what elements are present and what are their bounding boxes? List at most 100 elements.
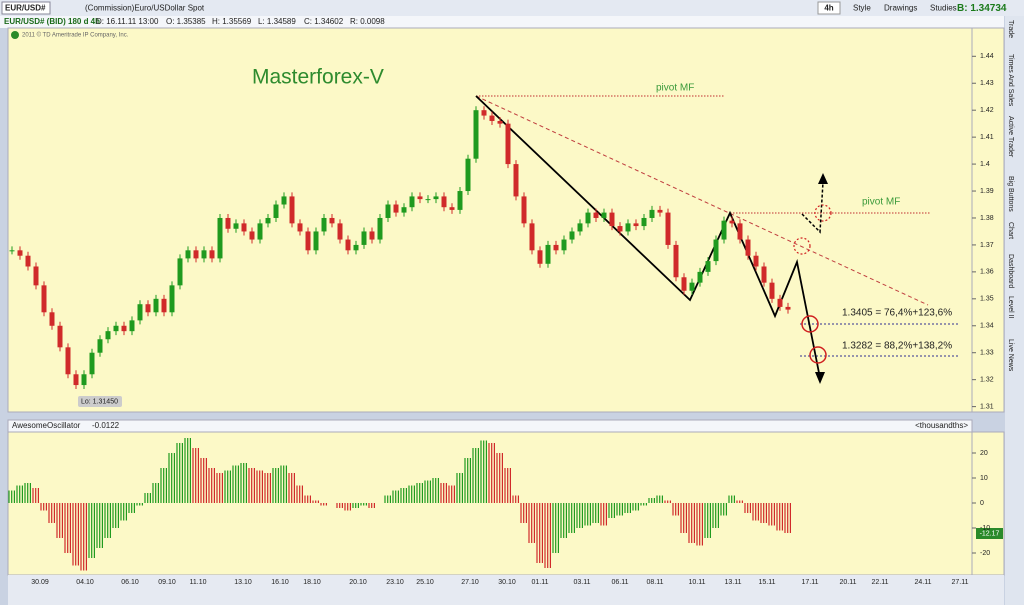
y-tick-label: 1.33 [980, 350, 994, 357]
candle [697, 271, 703, 283]
candle [121, 325, 127, 332]
interval: 4h [824, 4, 833, 13]
last-value: -12.17 [980, 530, 1000, 537]
study: EUR/USD# (BID) 180 d 4h [4, 17, 100, 26]
pivot-label: pivot MF [656, 83, 694, 94]
date: D: 16.11.11 13:00 [96, 17, 159, 26]
candle [513, 164, 519, 197]
candle [505, 123, 511, 165]
y-tick-label: 1.38 [980, 215, 994, 222]
candle [625, 223, 631, 232]
x-tick-label: 20.10 [349, 579, 367, 586]
y-tick-label: 1.42 [980, 107, 994, 114]
candle [33, 266, 39, 286]
bid: B: 1.34734 [957, 3, 1007, 14]
target-label: 1.3282 = 88,2%+138,2% [842, 341, 952, 352]
oscillator-header [7, 419, 973, 433]
candle [689, 282, 695, 291]
x-tick-label: 13.10 [234, 579, 252, 586]
candle [185, 250, 191, 259]
candle [633, 223, 639, 227]
candle [769, 282, 775, 299]
candle [465, 158, 471, 192]
side-tab[interactable]: Chart [1007, 222, 1014, 239]
candle [193, 250, 199, 259]
x-tick-label: 04.10 [76, 579, 94, 586]
style-button[interactable]: Style [853, 4, 871, 13]
candle [729, 220, 735, 224]
side-tab[interactable]: Level II [1007, 296, 1014, 319]
interval-button[interactable] [817, 1, 841, 15]
target-label: 1.3405 = 76,4%+123,6% [842, 308, 952, 319]
candle [169, 285, 175, 313]
x-tick-label: 17.11 [802, 579, 819, 586]
target-circle [801, 315, 819, 333]
x-tick-label: 06.10 [121, 579, 139, 586]
symbol-box[interactable] [1, 1, 51, 15]
candle [9, 250, 15, 252]
x-tick-label: 27.10 [461, 579, 479, 586]
candle [385, 204, 391, 218]
x-tick-label: 08.11 [647, 579, 664, 586]
side-tab[interactable]: Big Buttons [1007, 176, 1014, 212]
alt-path [801, 181, 824, 234]
side-tab[interactable]: Dashboard [1007, 254, 1014, 288]
candle [409, 196, 415, 208]
drawings-button[interactable]: Drawings [884, 4, 917, 13]
side-tab[interactable]: Times And Sales [1007, 54, 1014, 107]
side-tab[interactable]: Trade [1007, 20, 1014, 38]
candle [417, 196, 423, 200]
candle [361, 231, 367, 245]
trend-line [475, 95, 929, 306]
range: R: 0.0098 [350, 17, 385, 26]
candle [705, 261, 711, 272]
x-tick-label: 03.11 [574, 579, 591, 586]
y-tick-label: 1.34 [980, 323, 994, 330]
close: C: 1.34602 [304, 17, 344, 26]
candle [721, 220, 727, 240]
oscillator-panel [7, 431, 973, 576]
candle [345, 239, 351, 251]
candle [665, 212, 671, 245]
symbol: EUR/USD# [5, 4, 46, 13]
candle [553, 244, 559, 251]
candle [265, 217, 271, 224]
candle [273, 204, 279, 218]
candle [401, 207, 407, 213]
x-tick-label: 24.11 [915, 579, 932, 586]
candle [329, 217, 335, 224]
y-tick-label: 20 [980, 450, 988, 457]
candle [65, 347, 71, 375]
y-tick-label: 1.44 [980, 53, 994, 60]
candle [89, 352, 95, 375]
candle [377, 217, 383, 240]
side-tab[interactable]: Live News [1007, 339, 1014, 372]
candle [321, 217, 327, 232]
candle [537, 250, 543, 264]
zigzag [475, 95, 821, 379]
candle [529, 223, 535, 251]
arrow-head [818, 173, 828, 184]
candle [57, 325, 63, 348]
candle [281, 196, 287, 205]
side-tabs [1005, 16, 1024, 605]
candle [249, 231, 255, 240]
candle [673, 244, 679, 278]
studies-button[interactable]: Studies [930, 4, 957, 13]
x-tick-label: 30.09 [31, 579, 49, 586]
candle [777, 298, 783, 307]
x-tick-label: 27.11 [952, 579, 969, 586]
high: H: 1.35569 [212, 17, 252, 26]
description: (Commission)Euro/USDollar Spot [85, 4, 205, 13]
candle [761, 266, 767, 283]
candle [25, 255, 31, 267]
y-tick-label: 1.41 [980, 134, 994, 141]
y-tick-label: 1.4 [980, 161, 990, 168]
candle [545, 244, 551, 264]
low-label: Lo: 1.31450 [81, 398, 118, 405]
candle [601, 212, 607, 218]
side-tab[interactable]: Active Trader [1007, 116, 1014, 158]
x-tick-label: 06.11 [612, 579, 629, 586]
candle [593, 212, 599, 218]
last-value-box [976, 528, 1003, 539]
